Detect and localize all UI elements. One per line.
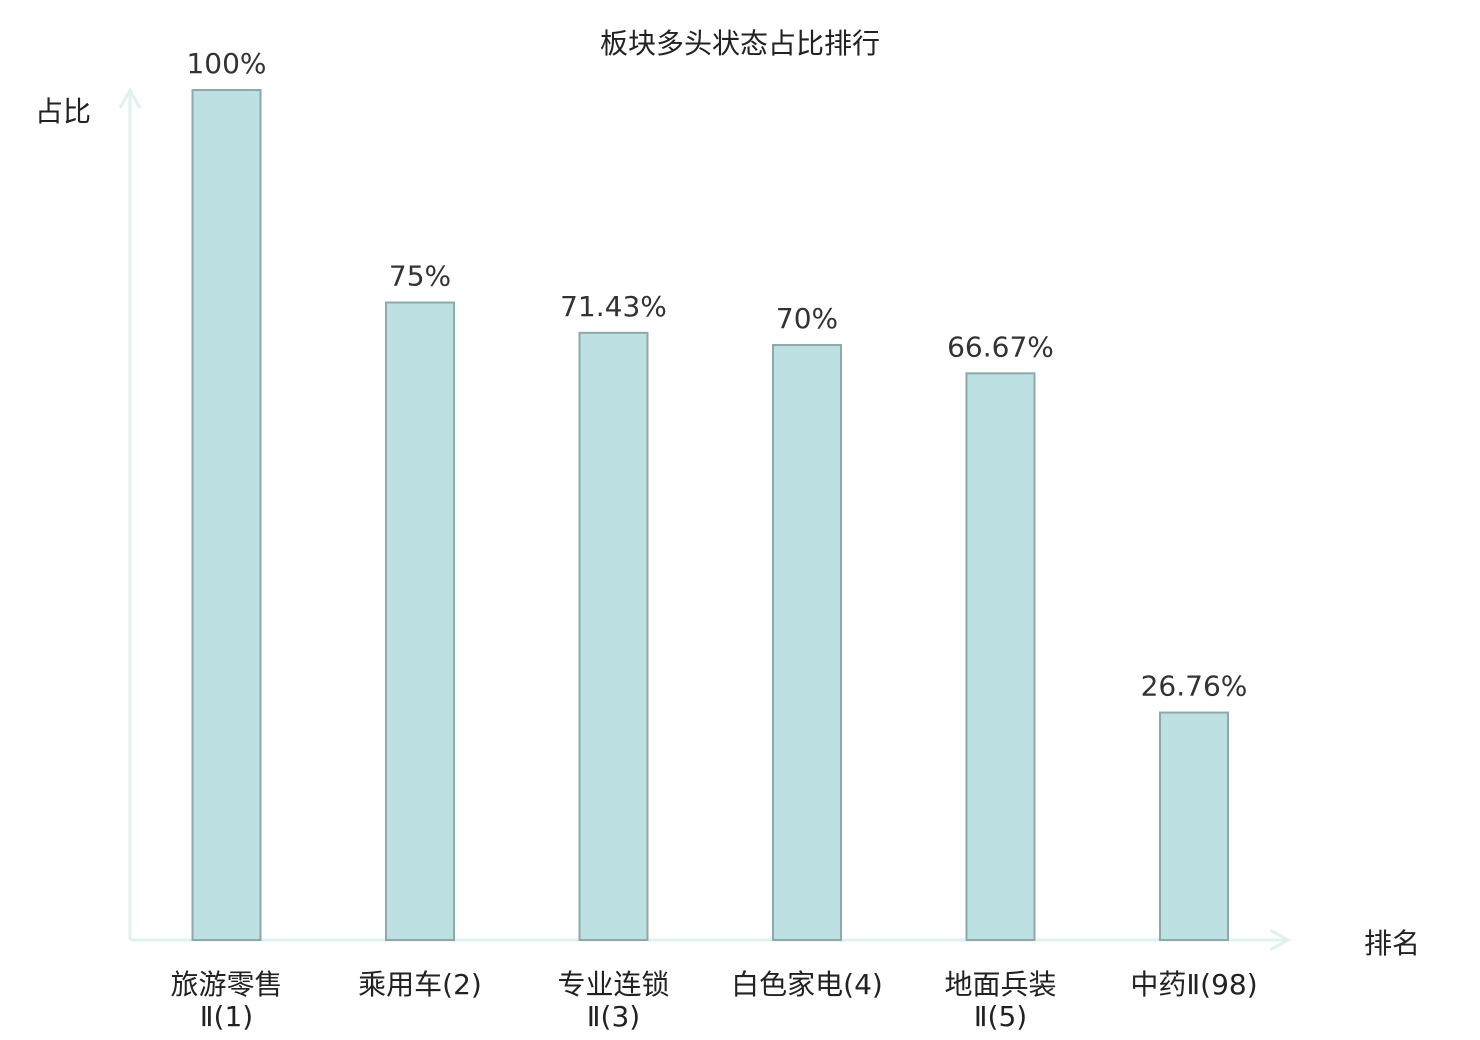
bar-3 [578,331,649,942]
bar-value-label-6: 26.76% [1141,670,1248,703]
value-labels-group: 100% 75% 71.43% 70% 66.67% 26.76% [186,47,1247,703]
x-tick-label-line2-5: Ⅱ(5) [974,1000,1027,1033]
x-tick-label-line2-3: Ⅱ(3) [587,1000,640,1033]
x-tick-label-2: 乘用车(2) [358,968,482,1001]
bar-1 [191,89,262,941]
y-axis-arrow [118,86,142,109]
x-tick-label-4: 白色家电(4) [731,968,883,1001]
x-tick-label-line2-1: Ⅱ(1) [200,1000,253,1033]
bars-group [191,89,1229,942]
bar-value-label-3: 71.43% [560,290,667,323]
y-axis-label: 占比 [35,95,91,128]
chart-title: 板块多头状态占比排行 [600,27,880,60]
bar-5 [965,372,1036,941]
bar-6 [1159,711,1229,941]
x-tick-label-6: 中药Ⅱ(98) [1130,968,1257,1001]
bar-value-label-5: 66.67% [947,330,1054,363]
bar-4 [772,344,842,941]
x-tick-label-5: 地面兵装 [944,968,1056,1001]
bar-value-label-1: 100% [186,47,266,80]
x-tick-label-3: 专业连锁 [557,968,669,1001]
bar-2 [385,301,455,941]
bar-value-label-4: 70% [776,302,838,335]
x-axis-arrow [1269,928,1292,952]
bar-value-label-2: 75% [389,260,451,293]
x-tick-label-1: 旅游零售 [170,968,282,1001]
x-axis-label: 排名 [1364,927,1420,960]
